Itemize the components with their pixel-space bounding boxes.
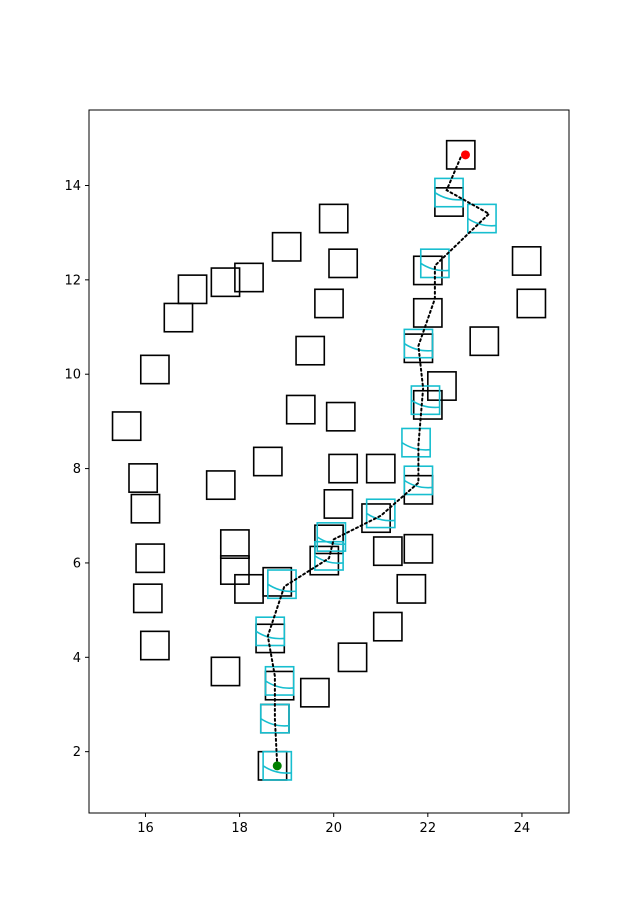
path-box-arc	[267, 583, 297, 593]
obstacle-square	[139, 354, 170, 385]
path-box-arc	[410, 399, 440, 409]
obstacle-square	[323, 489, 354, 519]
obstacle-square	[135, 543, 166, 574]
x-tick-label: 20	[325, 821, 342, 836]
start-marker	[272, 761, 282, 771]
obstacle-square	[361, 503, 391, 534]
obstacle-square	[177, 274, 208, 305]
obstacle-square	[412, 297, 443, 328]
obstacle-square	[396, 573, 427, 604]
path-line	[266, 156, 491, 767]
y-tick-label: 4	[73, 651, 81, 666]
obstacle-square	[111, 411, 142, 442]
path-box-arc	[265, 680, 294, 689]
obstacle-square	[128, 463, 159, 493]
obstacle-square	[325, 401, 356, 432]
path-box-layer	[255, 177, 497, 781]
obstacle-square	[163, 302, 194, 333]
path-box-arc	[403, 479, 433, 489]
y-tick-label: 12	[64, 273, 81, 288]
obstacle-square	[234, 262, 264, 293]
obstacle-square	[445, 139, 476, 170]
y-tick-label: 10	[64, 368, 81, 383]
obstacle-square	[365, 453, 396, 484]
path-box-arc	[467, 217, 497, 227]
obstacle-square	[130, 493, 161, 524]
obstacle-square	[205, 470, 236, 501]
y-tick-label: 14	[64, 179, 81, 194]
obstacle-square	[132, 583, 163, 614]
path-box-square	[401, 427, 431, 458]
y-tick-label: 8	[73, 462, 81, 477]
x-tick-label: 24	[514, 821, 531, 836]
path-box-square	[434, 177, 464, 208]
path-box-arc	[401, 441, 431, 451]
obstacle-square	[328, 248, 359, 279]
obstacle-square	[299, 677, 330, 708]
obstacle-square	[285, 394, 316, 425]
obstacle-square	[252, 446, 283, 477]
obstacle-square	[295, 335, 326, 366]
path-box-arc	[260, 717, 290, 727]
goal-marker	[460, 150, 470, 160]
obstacle-square	[403, 533, 434, 564]
x-tick-label: 16	[137, 821, 154, 836]
x-tick-label: 18	[231, 821, 248, 836]
marker-layer	[272, 150, 470, 771]
obstacle-square	[219, 529, 250, 560]
path-box-arc	[434, 191, 464, 201]
obstacle-square	[511, 246, 542, 276]
obstacle-square	[309, 545, 340, 576]
obstacle-square	[328, 453, 359, 484]
axes-frame	[88, 109, 570, 814]
path-box-square	[467, 203, 497, 234]
obstacle-square	[314, 288, 344, 319]
y-tick-label: 2	[73, 745, 81, 760]
obstacle-square	[337, 642, 368, 673]
path-box-arc	[262, 765, 292, 774]
obstacle-square	[139, 630, 170, 661]
obstacle-layer	[111, 139, 547, 781]
obstacle-square	[434, 187, 464, 217]
obstacle-square	[412, 389, 443, 420]
path-box-arc	[316, 536, 346, 546]
obstacle-square	[372, 611, 403, 642]
path-line-layer	[266, 156, 491, 767]
obstacle-square	[516, 288, 547, 319]
path-box-arc	[366, 512, 395, 522]
path-box-arc	[314, 555, 344, 564]
obstacle-square	[318, 203, 349, 234]
obstacle-square	[210, 656, 241, 687]
obstacle-square	[210, 267, 241, 298]
obstacle-square	[372, 536, 403, 567]
path-box-arc	[255, 630, 285, 640]
obstacle-square	[314, 524, 344, 555]
y-tick-label: 6	[73, 556, 81, 571]
path-box-arc	[403, 342, 433, 352]
x-tick-label: 22	[420, 821, 437, 836]
obstacle-square	[271, 231, 302, 262]
obstacle-square	[469, 326, 500, 357]
